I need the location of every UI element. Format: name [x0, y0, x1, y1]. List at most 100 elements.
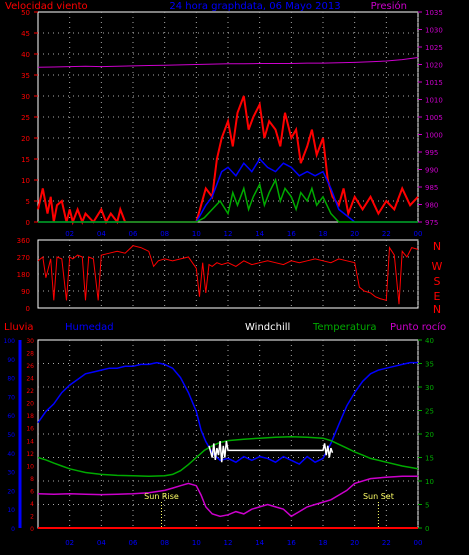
series-temperature: [37, 436, 419, 478]
top-x-tick-3: 08: [160, 230, 169, 238]
bot-humidity-tick-7: 70: [7, 394, 15, 401]
sun-annotation-label-1: Sun Set: [363, 492, 394, 501]
top-x-tick-8: 18: [319, 230, 328, 238]
compass-label-n-top: N: [433, 240, 441, 253]
bot-rain-tick-2: 4: [30, 501, 34, 508]
top-right-tick-2: 985: [425, 184, 438, 192]
dir-left-tick-2: 180: [17, 271, 30, 279]
top-x-tick-6: 14: [255, 230, 264, 238]
right-axis-title-top: Presión: [371, 0, 407, 12]
top-right-tick-6: 1005: [425, 114, 443, 122]
bot-rain-tick-6: 12: [26, 451, 34, 458]
rain-label: Lluvia: [4, 322, 34, 333]
sun-annotation-label-0: Sun Rise: [144, 492, 179, 501]
bot-rain-tick-13: 26: [26, 363, 34, 370]
compass-labels: N W S E N: [432, 240, 443, 316]
top-right-tick-11: 1030: [425, 27, 443, 35]
top-x-tick-9: 20: [350, 230, 359, 238]
chart-title: 24 hora graphdata, 06 Mayo 2013: [169, 1, 340, 12]
bot-temp-tick-2: 10: [425, 478, 434, 486]
bot-temp-tick-0: 0: [425, 525, 429, 533]
compass-label-n-bottom: N: [433, 303, 441, 316]
dir-left-tick-1: 90: [21, 288, 30, 296]
bot-humidity-tick-9: 90: [7, 357, 15, 364]
bot-rain-tick-14: 28: [26, 351, 34, 358]
bot-x-tick-1: 04: [97, 539, 106, 547]
top-left-tick-9: 45: [21, 30, 30, 38]
top-right-tick-8: 1015: [425, 79, 443, 87]
bot-humidity-tick-1: 10: [7, 507, 15, 514]
bot-temp-tick-4: 20: [425, 431, 434, 439]
bot-humidity-tick-4: 40: [7, 451, 15, 458]
bot-x-tick-10: 22: [382, 539, 391, 547]
left-axis-title-top: Velocidad viento: [5, 1, 88, 12]
bot-humidity-tick-3: 30: [7, 470, 15, 477]
series-layer: [37, 57, 419, 529]
bot-temp-tick-8: 40: [425, 337, 434, 345]
top-x-tick-5: 12: [224, 230, 233, 238]
compass-label-s: S: [434, 275, 441, 288]
top-left-tick-0: 0: [26, 219, 30, 227]
bot-temp-tick-1: 5: [425, 502, 429, 510]
bot-x-tick-6: 14: [255, 539, 264, 547]
labels-layer: Sun Rise Sun Set: [144, 492, 394, 528]
bot-temp-tick-3: 15: [425, 455, 434, 463]
top-right-tick-12: 1035: [425, 9, 443, 17]
top-left-tick-10: 50: [21, 9, 30, 17]
bot-rain-tick-5: 10: [26, 463, 34, 470]
bot-humidity-tick-6: 60: [7, 413, 15, 420]
temperature-label: Temperatura: [312, 322, 377, 333]
humidity-label: Humedad: [65, 322, 114, 333]
top-left-tick-6: 30: [21, 93, 30, 101]
bot-rain-tick-0: 0: [30, 526, 34, 533]
top-right-tick-10: 1025: [425, 44, 443, 52]
series-humidity: [37, 361, 418, 465]
top-x-tick-1: 04: [97, 230, 106, 238]
dir-left-tick-4: 360: [17, 237, 30, 245]
bot-temp-tick-5: 25: [425, 408, 434, 416]
top-left-tick-5: 25: [21, 114, 30, 122]
dir-left-tick-0: 0: [26, 305, 30, 313]
top-left-tick-8: 40: [21, 51, 30, 59]
bot-rain-tick-3: 6: [30, 488, 34, 495]
top-x-tick-11: 00: [414, 230, 423, 238]
top-right-tick-7: 1010: [425, 97, 443, 105]
top-left-tick-1: 5: [26, 198, 30, 206]
bot-humidity-tick-0: 0: [11, 526, 15, 533]
bot-temp-tick-6: 30: [425, 384, 434, 392]
bot-rain-tick-9: 18: [26, 413, 34, 420]
bot-rain-tick-1: 2: [30, 513, 34, 520]
series-direction: [37, 245, 419, 305]
bot-x-tick-0: 02: [65, 539, 74, 547]
bot-x-tick-5: 12: [224, 539, 233, 547]
top-left-tick-3: 15: [21, 156, 30, 164]
bot-rain-tick-12: 24: [26, 376, 34, 383]
dir-left-tick-3: 270: [17, 254, 30, 262]
top-x-tick-2: 06: [129, 230, 138, 238]
bot-x-tick-9: 20: [350, 539, 359, 547]
bot-humidity-tick-8: 80: [7, 376, 15, 383]
top-right-tick-5: 1000: [425, 132, 443, 140]
windchill-label: Windchill: [245, 322, 290, 333]
bot-rain-tick-4: 8: [30, 476, 34, 483]
top-right-tick-4: 995: [425, 149, 438, 157]
top-x-tick-0: 02: [65, 230, 74, 238]
dewpoint-label: Punto rocío: [390, 321, 446, 333]
top-left-tick-4: 20: [21, 135, 30, 143]
series-pressure: [37, 57, 419, 68]
bot-humidity-tick-2: 20: [7, 488, 15, 495]
bot-x-tick-3: 08: [160, 539, 169, 547]
series-dewpoint: [37, 475, 418, 518]
bot-x-tick-11: 00: [414, 539, 423, 547]
top-right-tick-9: 1020: [425, 62, 443, 70]
top-right-tick-1: 980: [425, 202, 438, 210]
bot-temp-tick-7: 35: [425, 361, 434, 369]
bot-humidity-tick-10: 100: [4, 338, 16, 345]
series-windchill: [208, 440, 334, 463]
bot-x-tick-7: 16: [287, 539, 296, 547]
bot-x-tick-4: 10: [192, 539, 201, 547]
top-right-tick-3: 990: [425, 167, 438, 175]
series-wind_min: [38, 177, 418, 223]
top-left-tick-7: 35: [21, 72, 30, 80]
